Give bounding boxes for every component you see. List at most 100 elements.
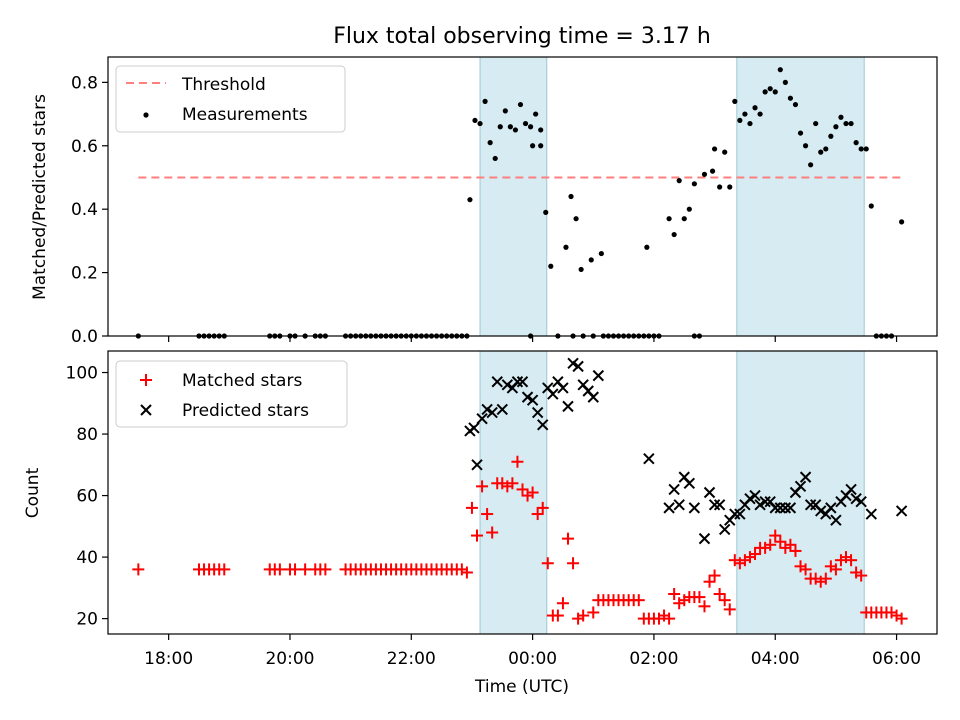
top-legend: Threshold Measurements (115, 65, 346, 133)
matched-point (895, 612, 908, 625)
predicted-point (471, 459, 483, 471)
measurement-point (588, 257, 594, 263)
series-matched-stars (132, 455, 908, 625)
predicted-point (496, 403, 508, 416)
measurement-point (868, 203, 874, 209)
measurement-point (538, 127, 544, 133)
measurement-point (843, 120, 849, 127)
predicted-point (784, 502, 797, 514)
matched-point (511, 455, 524, 468)
measurements-legend-swatch (143, 112, 149, 118)
predicted-point (774, 502, 787, 514)
matched-point (476, 480, 489, 493)
x-axis-label: Time (UTC) (474, 677, 569, 697)
predicted-point (734, 508, 746, 520)
threshold-legend-label: Threshold (181, 75, 266, 95)
predicted-point (521, 391, 534, 403)
observing-window-2 (736, 56, 865, 337)
predicted-point (895, 505, 908, 517)
predicted-point (683, 477, 696, 489)
matched-point (769, 529, 782, 542)
predicted-point (825, 502, 837, 514)
bottom-panel: 20 40 60 80 100 18:00 20:00 22:00 00:00 02:00 04:… (23, 350, 938, 669)
measurement-point (701, 171, 708, 177)
matched-point (698, 600, 711, 613)
y-tick-label: 0.2 (71, 264, 98, 284)
predicted-point (501, 379, 514, 391)
matched-point (567, 557, 580, 570)
x-tick-label: 06:00 (872, 649, 921, 669)
y-tick-label: 0.0 (71, 327, 98, 347)
measurement-point (711, 146, 718, 152)
matched-point (718, 594, 731, 607)
measurement-point (838, 114, 844, 120)
matched-point (531, 508, 544, 521)
predicted-point (804, 499, 817, 511)
predicted-point (794, 480, 807, 493)
x-tick-label: 22:00 (387, 649, 436, 669)
matched-point (561, 532, 574, 545)
y-tick-label: 20 (76, 610, 98, 630)
measurement-point (512, 127, 519, 133)
measurement-point (742, 111, 748, 117)
matched-point (703, 575, 716, 588)
matched-point (289, 563, 302, 576)
y-tick-label: 100 (66, 364, 98, 384)
measurement-point (686, 206, 692, 212)
measurement-point (497, 124, 503, 130)
predicted-point (526, 394, 539, 406)
predicted-point (850, 492, 862, 505)
measurement-point (671, 231, 677, 238)
observing-window-1 (479, 56, 548, 337)
predicted-point (830, 514, 842, 526)
x-tick-label: 00:00 (508, 649, 557, 669)
matched-point (516, 483, 529, 496)
measurement-point (732, 98, 738, 104)
measurement-point (578, 266, 584, 273)
measurement-point (808, 162, 814, 168)
measurement-point (767, 86, 773, 92)
predicted-point (567, 357, 579, 370)
predicted-point (865, 508, 877, 520)
matched-point (465, 501, 478, 514)
measurement-point (722, 149, 728, 155)
measurement-point (863, 146, 869, 152)
measurement-point (538, 143, 544, 149)
predicted-point (663, 502, 675, 514)
measurement-point (681, 216, 687, 222)
series-predicted-stars (464, 357, 908, 545)
predicted-point (562, 400, 574, 413)
matched-point (764, 538, 777, 551)
measurement-point (782, 79, 788, 85)
predicted-point (643, 452, 655, 465)
matched-point (668, 588, 681, 601)
predicted-point (537, 419, 549, 431)
y-tick-label: 40 (76, 548, 98, 568)
matched-point (577, 609, 590, 622)
observing-window-2 (736, 350, 865, 635)
predicted-point (855, 496, 867, 508)
measurement-point (517, 101, 524, 108)
y-tick-label: 0.8 (71, 73, 98, 93)
measurement-point (548, 263, 554, 269)
measurement-point (802, 143, 809, 149)
measurement-point (797, 130, 804, 136)
matched-point (789, 544, 802, 557)
measurement-point (598, 250, 604, 257)
measurement-point (573, 216, 579, 222)
chart-title: Flux total observing time = 3.17 h (333, 24, 711, 49)
measurement-point (477, 120, 483, 127)
measurement-point (467, 197, 473, 203)
matched-point (486, 526, 499, 539)
predicted-point (698, 532, 711, 545)
measurements-legend-label: Measurements (182, 105, 308, 125)
predicted-point (572, 360, 584, 373)
matched-legend-label: Matched stars (182, 371, 302, 391)
matched-point (218, 563, 231, 576)
measurement-point (502, 108, 508, 114)
measurement-point (823, 146, 829, 152)
matched-point (749, 548, 762, 561)
predicted-point (708, 499, 721, 511)
predicted-point (845, 483, 857, 496)
measurement-point (737, 117, 743, 124)
